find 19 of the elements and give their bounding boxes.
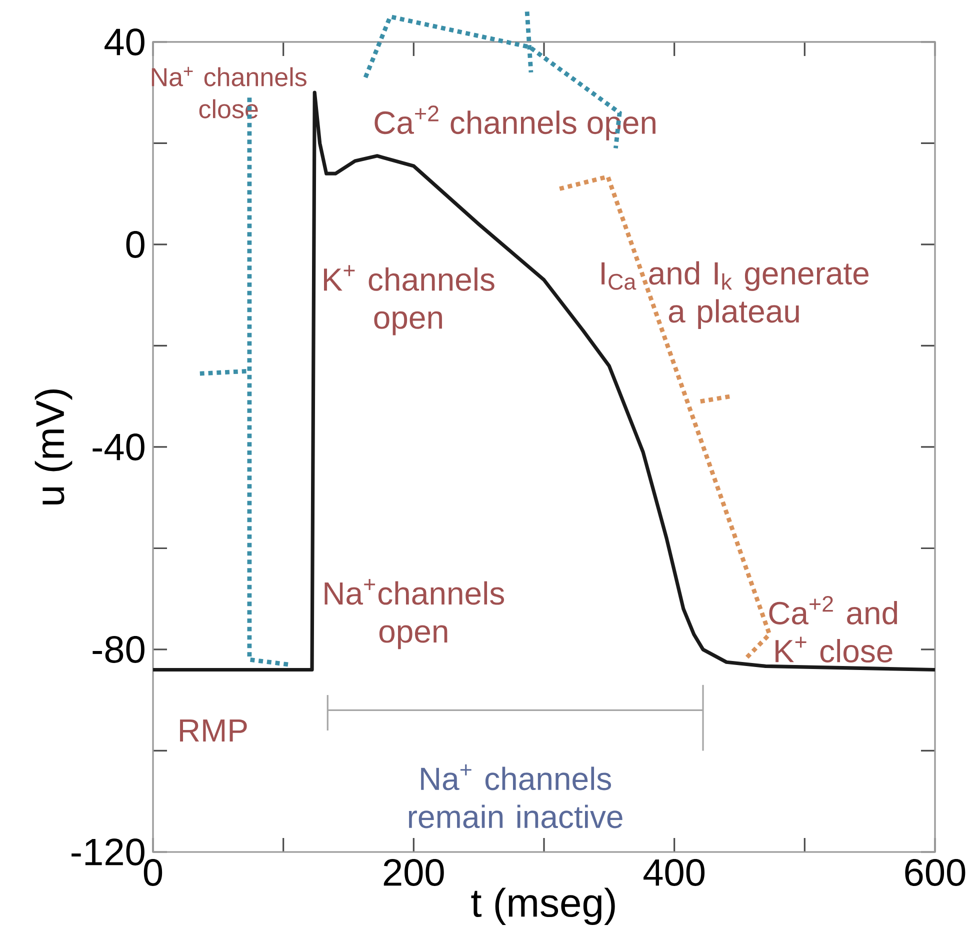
y-tick-label: 40 <box>104 28 144 56</box>
text: Ca$^{+2}$ and K$^{+}$ close <box>769 596 898 662</box>
y-tick-label: -120 <box>72 838 144 866</box>
annotation: K$^{+}$ channels open <box>324 265 494 336</box>
y-tick-label: 0 <box>126 231 144 258</box>
y-axis-title: u (mV) <box>34 389 72 504</box>
annotation: Na$^{+}$ channels remain inactive <box>408 764 622 828</box>
x-tick-label: 0 <box>144 859 162 886</box>
y-tick-label: -40 <box>92 434 144 460</box>
x-axis-title: t (mseg) <box>471 888 615 925</box>
annotation: I$_{Ca}$ and I$_{k}$ generate a plateau <box>602 261 869 330</box>
line-series <box>151 90 937 672</box>
annotation: Ca$^{+2}$ channels open <box>374 106 656 140</box>
x-tick-label: 400 <box>644 859 705 886</box>
annotation: Na$^{+}$channels open <box>324 578 504 650</box>
x-tick-label: 600 <box>905 859 966 886</box>
x-tick-label: 200 <box>384 859 444 886</box>
annotation: RMP <box>180 719 247 742</box>
y-tick-label: -80 <box>92 636 144 663</box>
